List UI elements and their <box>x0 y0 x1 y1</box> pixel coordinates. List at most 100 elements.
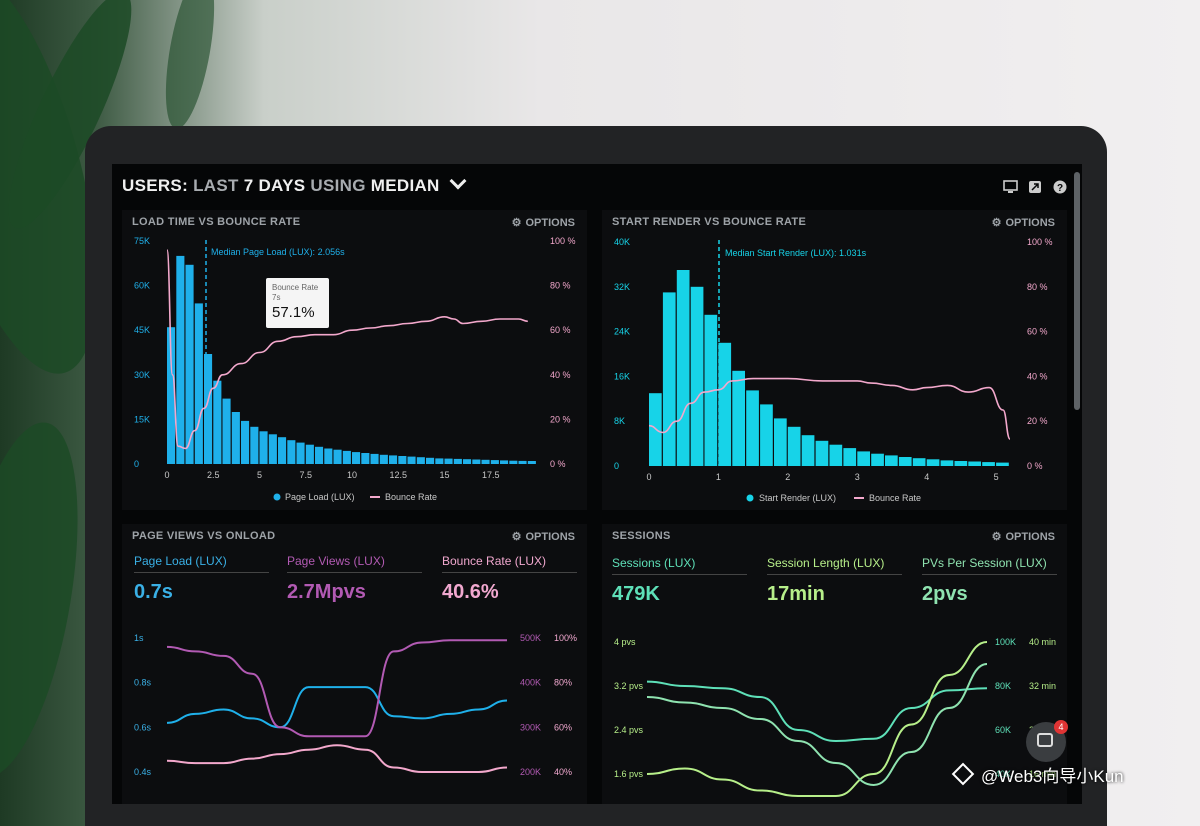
y-tick: 60K <box>995 725 1011 735</box>
gear-icon: ⚙ <box>511 531 522 543</box>
y-tick-right: 80 % <box>1027 282 1048 292</box>
y-tick: 100K <box>995 637 1016 647</box>
svg-text:?: ? <box>1057 183 1063 194</box>
histogram-bar <box>815 440 829 466</box>
y-tick-right: 100 % <box>550 236 576 246</box>
legend-bounce-rate: Bounce Rate <box>869 493 921 503</box>
y-tick-left: 16K <box>614 371 630 381</box>
y-tick: 500K <box>520 633 541 643</box>
y-tick: 100% <box>554 633 577 643</box>
title-last: LAST <box>193 176 239 195</box>
histogram-bar <box>241 420 250 464</box>
kpi-value: 0.7s <box>134 581 173 603</box>
y-tick-right: 100 % <box>1027 237 1053 247</box>
options-button[interactable]: ⚙ OPTIONS <box>992 530 1055 543</box>
chart-start-render: Median Start Render (LUX): 1.031s 0 8K 16K… <box>614 237 1053 503</box>
histogram-bar <box>213 380 222 464</box>
watermark-text: @Web3向导小Kun <box>981 767 1124 786</box>
diamond-icon <box>951 762 975 786</box>
kpi-page-views[interactable]: Page Views (LUX) 2.7Mpvs <box>287 554 422 604</box>
kpi-bounce-rate[interactable]: Bounce Rate (LUX) 40.6% <box>442 554 577 604</box>
y-tick: 4 pvs <box>614 637 636 647</box>
notification-badge: 4 <box>1054 720 1068 734</box>
title-median: MEDIAN <box>370 176 440 195</box>
options-button[interactable]: ⚙ OPTIONS <box>992 216 1055 229</box>
tooltip-sub: 7s <box>272 293 280 302</box>
header-icons: ? <box>1003 180 1068 194</box>
options-button[interactable]: ⚙ OPTIONS <box>512 530 575 543</box>
kpi-label: Session Length (LUX) <box>767 556 902 575</box>
histogram-bar <box>222 398 231 464</box>
series-line <box>646 663 988 787</box>
histogram-bar <box>268 434 277 464</box>
histogram-bar <box>416 457 425 464</box>
kpi-session-length[interactable]: Session Length (LUX) 17min <box>767 556 902 606</box>
y-tick: 400K <box>520 678 541 688</box>
y-tick-left: 45K <box>134 325 150 335</box>
y-tick: 2.4 pvs <box>614 725 644 735</box>
histogram-bar <box>250 426 259 464</box>
histogram-bar <box>389 455 398 464</box>
y-tick: 200K <box>520 767 541 777</box>
options-button[interactable]: ⚙ OPTIONS <box>512 216 575 229</box>
series-line <box>166 686 508 729</box>
share-icon[interactable] <box>1028 180 1043 194</box>
y-tick-left: 60K <box>134 281 150 291</box>
dashboard-title[interactable]: USERS: LAST 7 DAYS USING MEDIAN <box>122 172 467 196</box>
histogram-bar <box>857 451 870 466</box>
scrollbar[interactable] <box>1074 172 1080 410</box>
histogram-bar <box>426 457 435 464</box>
series-line <box>646 680 988 743</box>
options-label: OPTIONS <box>525 531 575 543</box>
kpi-pvs-per-session[interactable]: PVs Per Session (LUX) 2pvs <box>922 556 1057 606</box>
panel-title: SESSIONS <box>612 530 671 542</box>
y-tick-left: 15K <box>134 414 150 424</box>
y-tick-right: 40 % <box>1027 371 1048 381</box>
histogram-bar <box>481 459 490 464</box>
title-using: USING <box>310 176 366 195</box>
kpi-label: Sessions (LUX) <box>612 556 747 575</box>
y-tick: 0.4s <box>134 767 152 777</box>
histogram-bar <box>968 461 981 466</box>
series-line <box>166 744 508 773</box>
histogram-bar <box>352 452 361 464</box>
help-icon[interactable]: ? <box>1053 180 1068 194</box>
y-tick: 1.6 pvs <box>614 769 644 779</box>
series-line <box>166 639 507 738</box>
kpi-label: PVs Per Session (LUX) <box>922 556 1057 575</box>
chevron-down-icon[interactable] <box>449 172 467 190</box>
series-line <box>646 641 988 797</box>
histogram-bar <box>407 456 416 464</box>
y-tick-left: 30K <box>134 370 150 380</box>
histogram-bar <box>509 460 518 464</box>
histogram-bar <box>231 412 240 464</box>
x-tick: 2.5 <box>207 470 220 480</box>
histogram-bar <box>843 448 857 466</box>
legend-swatch-start-render <box>746 494 754 502</box>
histogram-bar <box>718 342 732 466</box>
monitor-icon[interactable] <box>1003 180 1018 194</box>
y-tick-right: 60 % <box>1027 327 1048 337</box>
histogram-bar <box>194 303 203 464</box>
kpi-page-load[interactable]: Page Load (LUX) 0.7s <box>134 554 269 604</box>
histogram-bar <box>453 458 462 464</box>
histogram-bar <box>801 435 815 466</box>
x-tick: 3 <box>855 472 860 482</box>
options-label: OPTIONS <box>525 217 575 229</box>
chat-button[interactable]: 4 <box>1026 720 1068 762</box>
histogram-bar <box>463 459 472 464</box>
options-label: OPTIONS <box>1005 531 1055 543</box>
kpi-label: Bounce Rate (LUX) <box>442 554 577 573</box>
histogram-bar <box>690 286 704 466</box>
histogram-bar <box>278 437 287 464</box>
histogram-bar <box>954 461 968 466</box>
kpi-sessions[interactable]: Sessions (LUX) 479K <box>612 556 747 606</box>
y-tick: 16 min <box>1029 769 1056 779</box>
histogram-bar <box>898 457 912 466</box>
watermark: @Web3向导小Kun <box>951 762 1124 787</box>
bounce-rate-line <box>166 249 528 450</box>
histogram-bar <box>472 459 481 464</box>
legend-start-render: Start Render (LUX) <box>759 493 836 503</box>
histogram-bar <box>885 455 898 466</box>
histogram-bar <box>676 270 690 466</box>
